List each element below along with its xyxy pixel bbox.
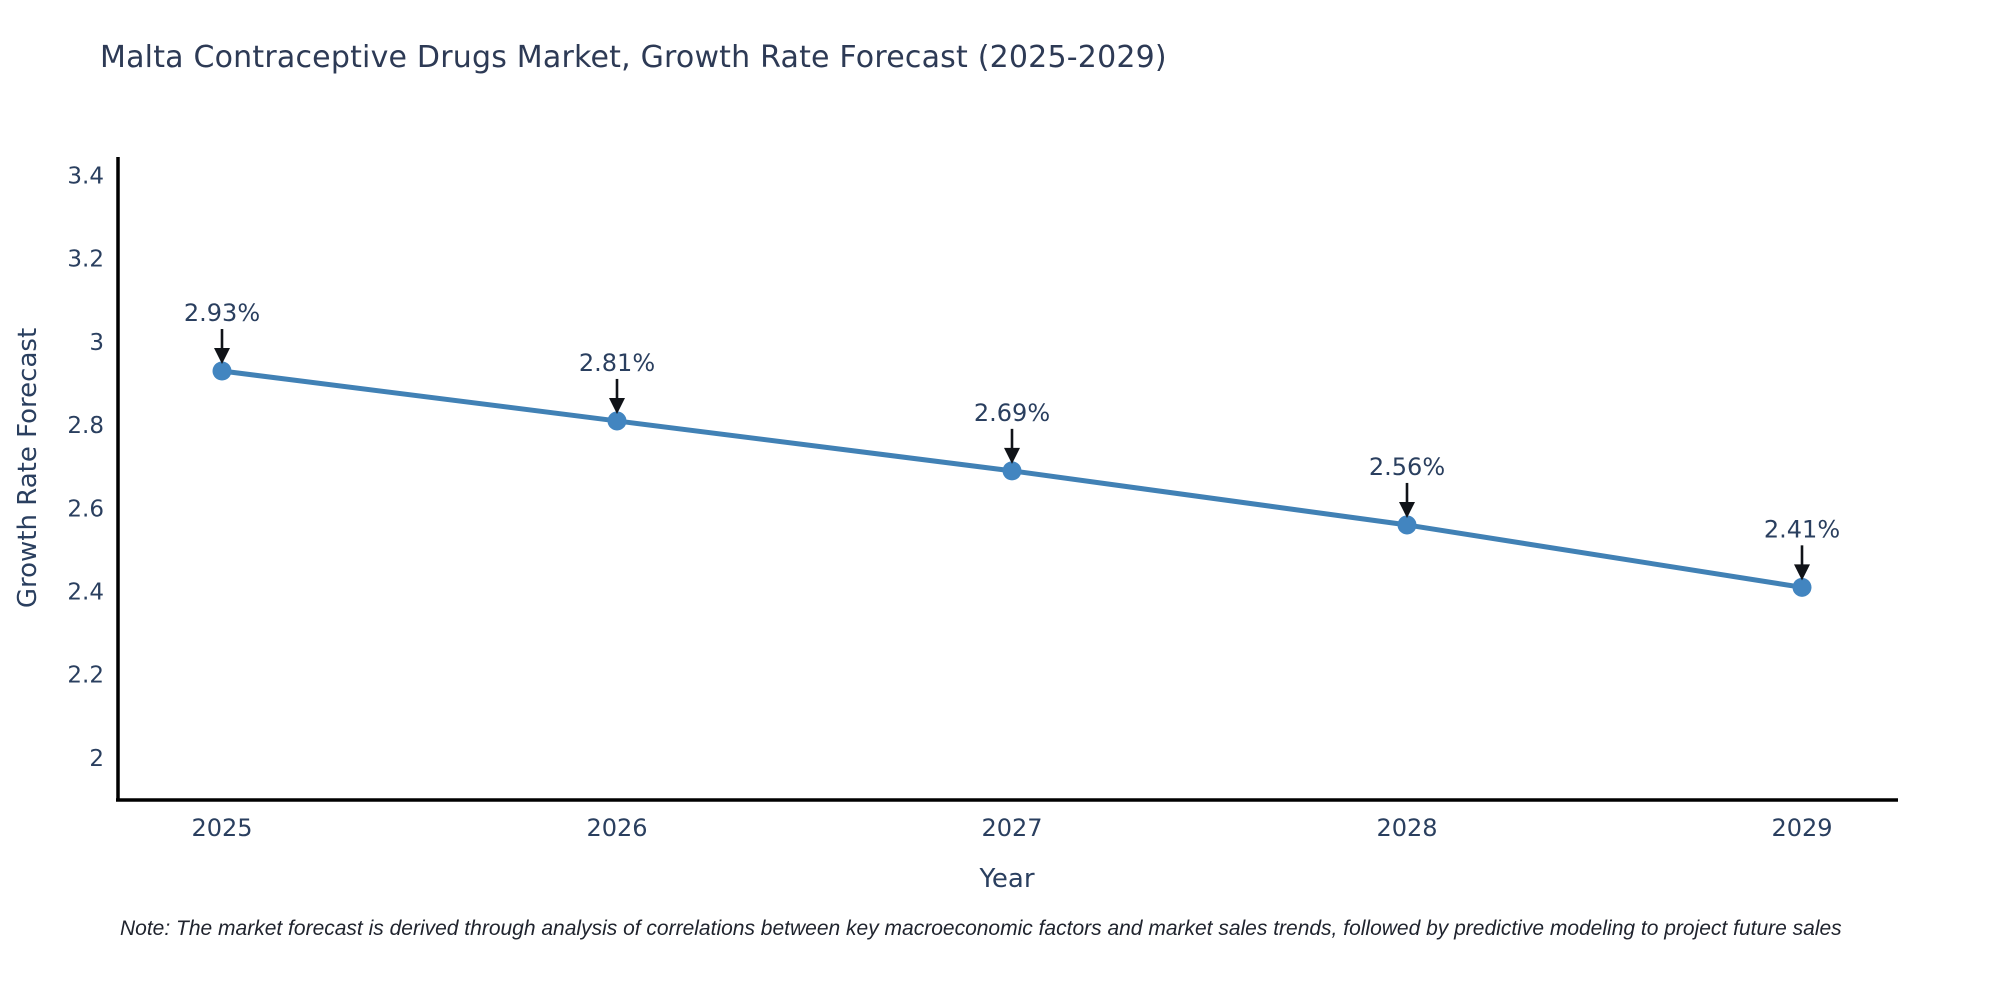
y-axis-title: Growth Rate Forecast	[13, 327, 43, 609]
y-tick-label: 2	[89, 746, 104, 772]
x-tick-label: 2026	[586, 814, 647, 842]
annotation-arrow-head-icon	[214, 348, 230, 365]
y-tick-label: 2.2	[67, 663, 104, 689]
data-point-marker[interactable]	[1792, 577, 1812, 597]
data-point-marker[interactable]	[212, 361, 232, 381]
y-tick-label: 3	[89, 330, 104, 356]
y-tick-label: 3.2	[67, 247, 104, 273]
y-tick-label: 3.4	[67, 164, 104, 190]
point-annotation-label: 2.81%	[579, 349, 655, 377]
footnote: Note: The market forecast is derived thr…	[120, 917, 1842, 940]
annotation-arrow-head-icon	[1399, 501, 1415, 518]
x-tick-label: 2027	[981, 814, 1042, 842]
x-axis-title: Year	[979, 864, 1035, 894]
x-tick-label: 2029	[1771, 814, 1832, 842]
y-tick-label: 2.6	[67, 496, 104, 522]
data-point-marker[interactable]	[1397, 515, 1417, 535]
annotation-arrow-head-icon	[1004, 447, 1020, 464]
data-point-marker[interactable]	[607, 411, 627, 431]
annotation-arrow-head-icon	[609, 397, 625, 414]
x-tick-label: 2028	[1376, 814, 1437, 842]
point-annotation-label: 2.41%	[1764, 515, 1840, 543]
point-annotation-label: 2.69%	[974, 399, 1050, 427]
data-point-marker[interactable]	[1002, 461, 1022, 481]
y-tick-label: 2.4	[67, 580, 104, 606]
y-tick-label: 2.8	[67, 413, 104, 439]
point-annotation-label: 2.56%	[1369, 453, 1445, 481]
annotation-arrow-head-icon	[1794, 564, 1810, 581]
point-annotation-label: 2.93%	[184, 299, 260, 327]
chart-title: Malta Contraceptive Drugs Market, Growth…	[100, 40, 1167, 75]
x-tick-label: 2025	[191, 814, 252, 842]
